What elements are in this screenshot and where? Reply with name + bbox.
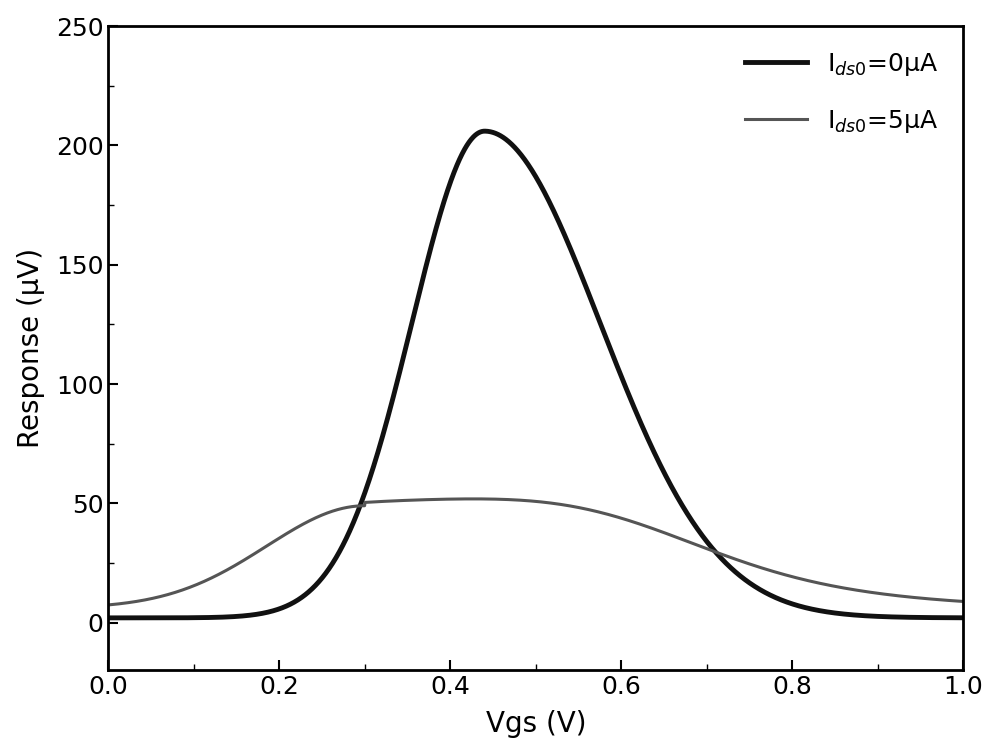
I$_{ds0}$=0μA bbox=[496, 132, 508, 141]
I$_{ds0}$=0μA bbox=[776, 596, 788, 605]
I$_{ds0}$=0μA bbox=[519, 155, 531, 164]
I$_{ds0}$=5μA bbox=[102, 600, 114, 609]
I$_{ds0}$=0μA bbox=[479, 127, 491, 136]
I$_{ds0}$=5μA bbox=[957, 597, 969, 606]
Line: I$_{ds0}$=0μA: I$_{ds0}$=0μA bbox=[108, 131, 963, 618]
I$_{ds0}$=5μA bbox=[467, 495, 479, 504]
I$_{ds0}$=0μA bbox=[102, 613, 114, 622]
Line: I$_{ds0}$=5μA: I$_{ds0}$=5μA bbox=[108, 499, 963, 605]
Y-axis label: Response (μV): Response (μV) bbox=[17, 248, 45, 448]
X-axis label: Vgs (V): Vgs (V) bbox=[486, 710, 586, 738]
I$_{ds0}$=5μA bbox=[933, 595, 945, 604]
I$_{ds0}$=5μA bbox=[776, 569, 788, 578]
I$_{ds0}$=0μA bbox=[933, 613, 945, 622]
I$_{ds0}$=0μA bbox=[146, 613, 158, 622]
Legend: I$_{ds0}$=0μA, I$_{ds0}$=5μA: I$_{ds0}$=0μA, I$_{ds0}$=5μA bbox=[732, 39, 951, 148]
I$_{ds0}$=5μA bbox=[496, 495, 508, 504]
I$_{ds0}$=0μA bbox=[933, 613, 945, 622]
I$_{ds0}$=5μA bbox=[519, 496, 531, 505]
I$_{ds0}$=0μA bbox=[957, 613, 969, 622]
I$_{ds0}$=5μA bbox=[933, 595, 945, 604]
I$_{ds0}$=5μA bbox=[146, 594, 158, 603]
